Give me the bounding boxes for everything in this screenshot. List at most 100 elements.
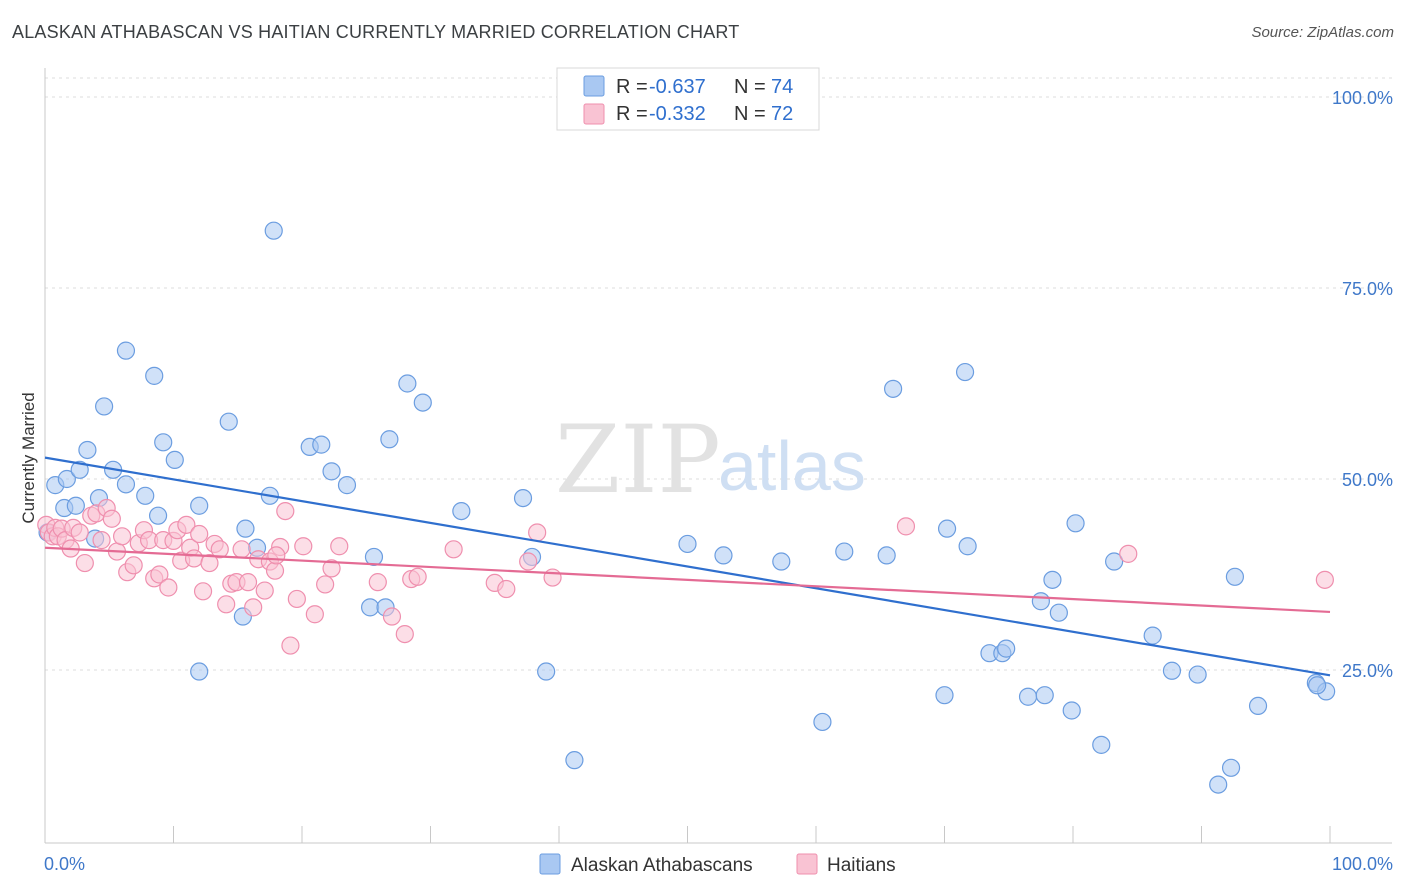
haitian-point — [497, 579, 516, 599]
bottom-legend-athabascan: Alaskan Athabascans — [571, 855, 753, 876]
athabascan-point — [364, 547, 384, 567]
athabascan-point — [1031, 592, 1050, 611]
athabascan-point — [413, 393, 432, 412]
athabascan-point — [1018, 687, 1038, 706]
y-axis-label: Currently Married — [19, 392, 38, 523]
athabascan-point — [1143, 626, 1162, 645]
source-note: Source: ZipAtlas.com — [1251, 24, 1394, 41]
haitian-point — [528, 523, 547, 542]
haitian-point — [305, 605, 324, 624]
athabascan-point — [398, 374, 417, 393]
athabascan-point — [148, 506, 168, 525]
athabascan-point — [70, 460, 89, 479]
haitian-point — [177, 515, 196, 534]
athabascan-point — [312, 435, 331, 454]
athabascan-point — [116, 475, 136, 494]
axes — [44, 68, 1392, 844]
haitian-point — [1315, 570, 1334, 589]
haitian-point — [232, 540, 251, 559]
athabascan-point — [190, 662, 209, 681]
athabascan-point — [337, 476, 357, 495]
legend-swatch-haitian — [583, 103, 605, 125]
haitian-point — [382, 607, 402, 626]
watermark: ZIP atlas — [555, 406, 866, 515]
athabascan-point — [322, 462, 341, 481]
bottom-legend-haitian: Haitians — [827, 855, 896, 876]
athabascan-point — [935, 686, 954, 705]
haitian-point — [281, 636, 300, 655]
haitian-point — [210, 540, 229, 559]
athabascan-point — [452, 501, 471, 521]
haitian-point — [112, 527, 132, 546]
haitian-point — [543, 568, 562, 587]
athabascan-point — [190, 496, 209, 515]
haitian-point — [92, 531, 111, 550]
haitian-point — [150, 565, 169, 584]
legend-box: R = -0.637 N = 74 R = -0.332 N = 72 — [556, 67, 820, 131]
athabascan-point — [1105, 552, 1124, 571]
legend-n-value-haitian: 72 — [771, 103, 793, 125]
athabascan-point — [1209, 775, 1228, 794]
haitian-point — [184, 549, 204, 568]
athabascan-trend-line — [44, 456, 1331, 677]
data-points — [37, 221, 1336, 794]
haitian-point — [444, 540, 463, 559]
athabascan-point — [1035, 686, 1054, 705]
haitian-point — [200, 553, 219, 573]
haitian-point — [294, 537, 313, 556]
athabascan-point — [714, 546, 733, 565]
bottom-legend-swatch-haitian — [796, 853, 818, 875]
legend-n-label: N = — [734, 76, 766, 98]
trend-lines — [44, 456, 1331, 677]
athabascan-point — [877, 546, 896, 565]
haitian-point — [217, 595, 236, 614]
haitian-point — [330, 537, 349, 556]
haitian-point — [368, 573, 387, 592]
haitian-point — [395, 624, 414, 644]
haitian-point — [159, 578, 178, 597]
athabascan-point — [236, 519, 255, 538]
haitian-point — [244, 598, 263, 617]
athabascan-point — [1066, 514, 1085, 533]
athabascan-point — [813, 712, 832, 732]
athabascan-point — [955, 362, 975, 382]
y-tick-label: 25.0% — [1342, 661, 1393, 681]
x-tick-max: 100.0% — [1332, 854, 1393, 874]
haitian-point — [193, 582, 213, 601]
athabascan-point — [57, 469, 76, 489]
athabascan-point — [219, 412, 238, 431]
haitian-point — [287, 589, 306, 609]
athabascan-point — [1092, 735, 1111, 754]
athabascan-point — [537, 662, 556, 681]
athabascan-point — [513, 489, 533, 508]
haitian-point — [267, 546, 286, 565]
bottom-legend-swatch-athabascan — [539, 853, 561, 875]
haitian-point — [238, 573, 258, 592]
bottom-legend: Alaskan Athabascans Haitians — [539, 853, 896, 876]
chart-title: ALASKAN ATHABASCAN VS HAITIAN CURRENTLY … — [12, 22, 740, 42]
haitian-trend-line — [44, 546, 1331, 614]
athabascan-point — [154, 433, 173, 452]
athabascan-point — [1248, 696, 1268, 716]
legend-r-label: R = — [616, 76, 648, 98]
haitian-point — [70, 523, 89, 542]
athabascan-point — [937, 519, 957, 538]
athabascan-point — [1188, 665, 1207, 684]
haitian-point — [75, 553, 94, 573]
athabascan-point — [95, 397, 114, 416]
athabascan-point — [165, 450, 184, 469]
legend-r-label: R = — [616, 103, 648, 125]
haitian-point — [102, 509, 121, 528]
watermark-atlas: atlas — [718, 427, 866, 505]
athabascan-point — [380, 430, 399, 449]
athabascan-point — [66, 496, 85, 515]
athabascan-point — [772, 552, 791, 571]
athabascan-point — [1221, 758, 1241, 777]
legend-r-value-athabascan: -0.637 — [649, 76, 706, 98]
legend-n-value-athabascan: 74 — [771, 76, 793, 98]
haitian-point — [124, 556, 143, 575]
athabascan-point — [565, 751, 584, 770]
haitian-point — [265, 561, 285, 580]
athabascan-point — [678, 534, 697, 554]
